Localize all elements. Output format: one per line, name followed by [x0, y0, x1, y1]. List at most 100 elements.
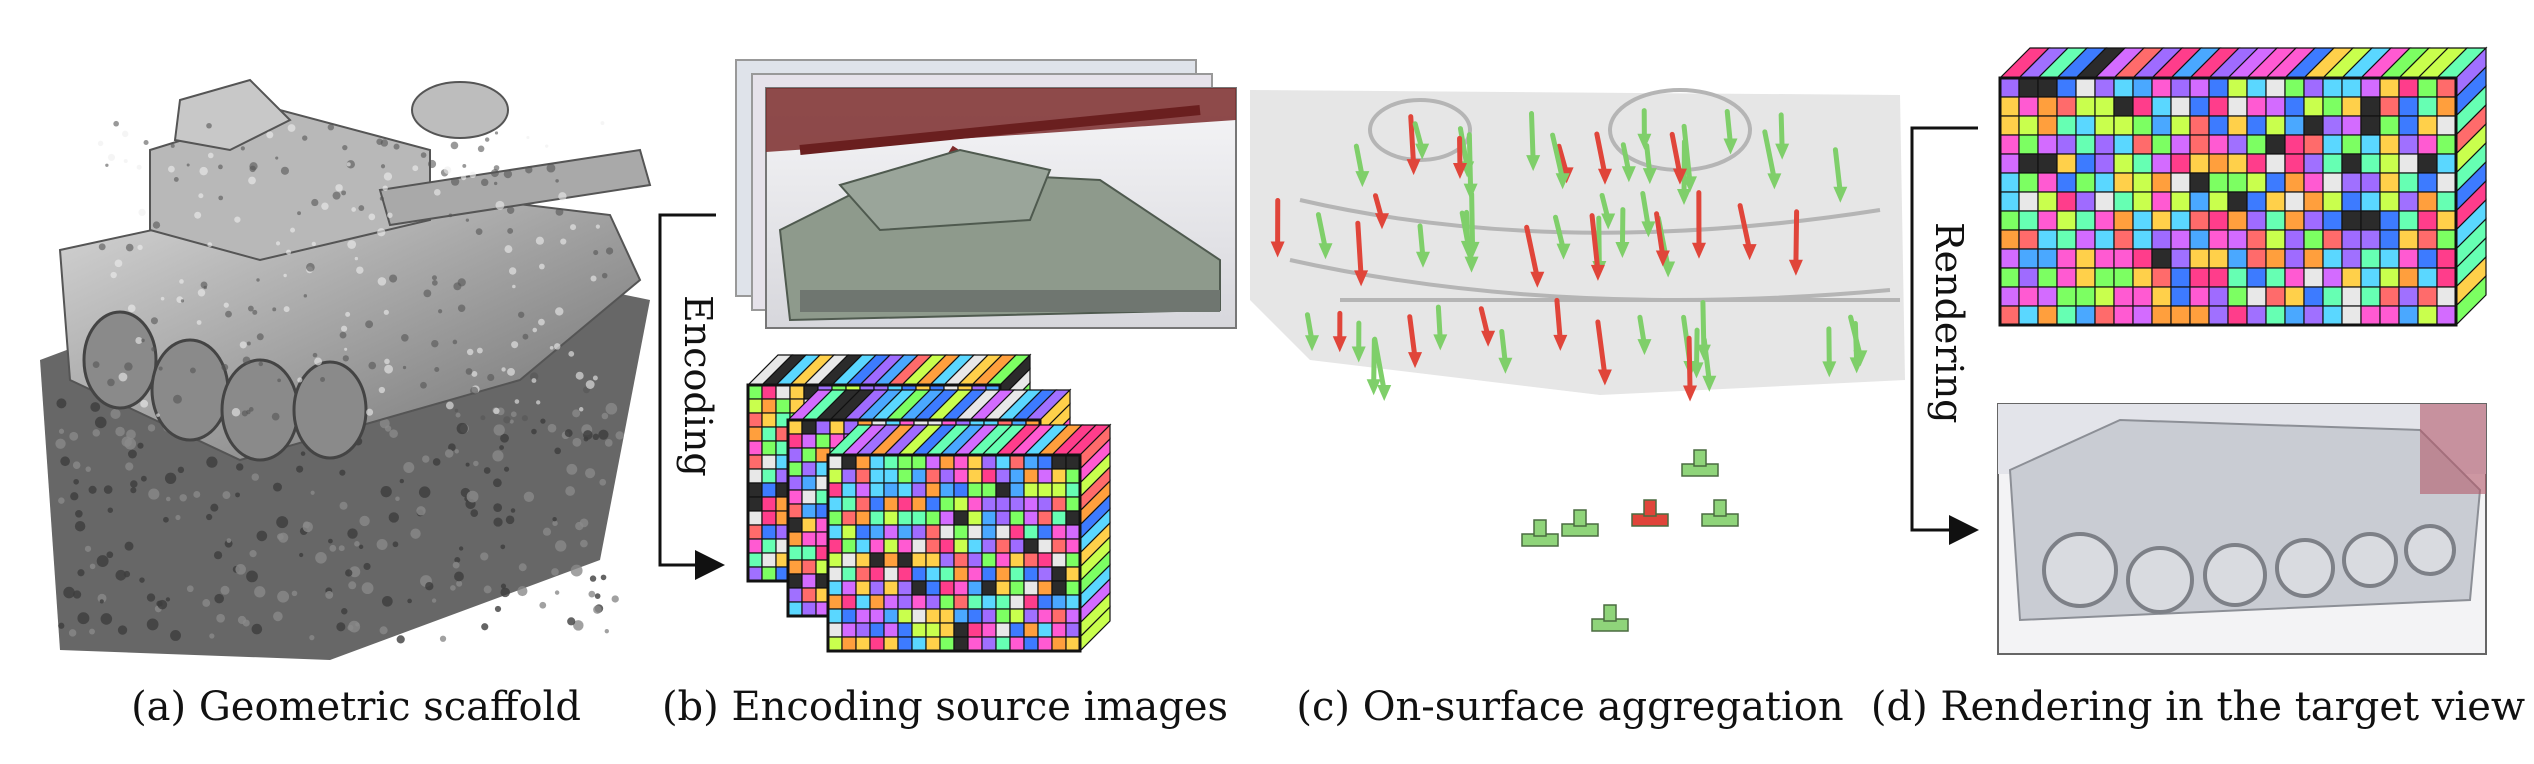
surface-arrow: [1407, 314, 1418, 361]
surface-arrow: [1793, 209, 1800, 269]
surface-arrow-head: [1270, 241, 1285, 258]
scaffold-ground-texture: [55, 398, 624, 644]
surface-arrow-head: [1742, 244, 1757, 261]
surface-arrow-head: [1415, 251, 1430, 268]
surface-arrow-head: [1408, 352, 1423, 369]
target-feature-volume: [1998, 46, 2488, 327]
surface-arrow-head: [1642, 168, 1657, 185]
surface-arrow-head: [1465, 241, 1480, 258]
surface-arrow-head: [1655, 250, 1670, 267]
encoding-arrow: [658, 213, 725, 580]
surface-arrow-head: [1641, 221, 1656, 238]
target-feature-cube: [1998, 46, 2488, 327]
encoded-feature-maps: [746, 353, 1112, 653]
surface-arrow-head: [1788, 259, 1803, 276]
surface-arrow-head: [1406, 159, 1421, 176]
scaffold-surface-texture: [92, 120, 614, 424]
surface-arrow-head: [1822, 361, 1837, 378]
surface-arrow-head: [1833, 186, 1848, 203]
caption-panel-a: (a) Geometric scaffold: [131, 684, 581, 730]
surface-arrow: [1681, 123, 1693, 185]
surface-arrow: [1686, 335, 1693, 394]
surface-arrow: [1852, 320, 1860, 366]
surface-arrow: [1550, 132, 1566, 182]
surface-arrow: [1596, 215, 1602, 270]
surface-arrow-head: [1318, 243, 1333, 260]
source-image-stack: [735, 59, 1237, 329]
surface-arrow-head: [1723, 138, 1738, 155]
scaffold-tank-searchlight: [411, 81, 509, 139]
surface-arrow-head: [1677, 188, 1692, 205]
surface-arrow-head: [1702, 375, 1717, 392]
surface-arrow-head: [1597, 168, 1612, 185]
surface-arrow-head: [1366, 379, 1381, 396]
scaffold-tank-cupola: [173, 78, 292, 152]
surface-arrow: [1701, 337, 1712, 385]
surface-arrow-head: [1452, 162, 1467, 179]
surface-arrow-head: [1377, 384, 1392, 401]
panel-c-aggregation: [1250, 88, 1905, 632]
surface-arrow-head: [1305, 335, 1320, 352]
surface-arrow: [1594, 131, 1608, 178]
surface-arrow-head: [1481, 330, 1496, 347]
aggregation-surface-detail: [1289, 88, 1900, 302]
surface-arrow: [1669, 131, 1683, 178]
surface-arrow: [1694, 327, 1700, 371]
surface-arrow-head: [1526, 155, 1541, 172]
surface-arrow-head: [1621, 166, 1636, 183]
surface-arrow: [1554, 297, 1563, 344]
surface-arrow-head: [1464, 256, 1479, 273]
surface-arrow: [1355, 220, 1364, 279]
scaffold-tank-barrel: [378, 148, 652, 227]
surface-arrow: [1529, 111, 1536, 164]
surface-arrow-head: [1683, 385, 1698, 402]
surface-arrow-head: [1661, 261, 1676, 278]
surface-arrow-head: [1553, 334, 1568, 351]
camera-gizmo: [1631, 499, 1669, 527]
surface-arrow-head: [1463, 183, 1478, 200]
surface-arrow: [1371, 337, 1377, 388]
surface-arrow: [1654, 211, 1666, 259]
surface-arrow-head: [1355, 171, 1370, 188]
surface-arrow: [1466, 132, 1474, 193]
panel-b-encoding: Encoding: [658, 59, 1237, 653]
surface-arrow-head: [1351, 346, 1366, 363]
panel-d-rendering: Rendering: [1910, 46, 2488, 655]
surface-arrow-head: [1637, 133, 1652, 150]
feature-map-front: [826, 423, 1112, 653]
surface-vector-field: [1270, 108, 1868, 402]
caption-panel-b: (b) Encoding source images: [662, 684, 1228, 730]
surface-arrow-head: [1615, 241, 1630, 258]
surface-arrow-head: [1530, 271, 1545, 288]
surface-arrow: [1469, 191, 1476, 251]
surface-arrow-head: [1556, 243, 1571, 260]
rendered-target-view: [1997, 403, 2487, 655]
surface-arrow-head: [1637, 339, 1652, 356]
surface-arrow: [1737, 203, 1753, 253]
surface-arrow-head: [1691, 242, 1706, 259]
camera-gizmo: [1521, 519, 1559, 547]
rendering-arrow: [1910, 126, 1979, 545]
surface-arrow: [1832, 147, 1843, 196]
surface-arrow: [1595, 319, 1608, 379]
surface-arrow-head: [1597, 369, 1612, 386]
surface-arrow-head: [1555, 173, 1570, 190]
panel-a-geometric-scaffold: [40, 78, 652, 660]
surface-arrow-head: [1354, 270, 1369, 287]
camera-gizmo: [1561, 509, 1599, 537]
surface-arrow-head: [1332, 336, 1347, 353]
encoding-label: Encoding: [676, 295, 720, 477]
surface-arrow-head: [1775, 143, 1790, 160]
surface-arrow: [1408, 114, 1417, 168]
surface-arrow-head: [1498, 357, 1513, 374]
surface-arrow-head: [1849, 357, 1864, 374]
rendering-label: Rendering: [1927, 222, 1971, 424]
surface-arrow: [1589, 213, 1601, 274]
camera-gizmos: [1521, 449, 1739, 632]
caption-panel-d: (d) Rendering in the target view: [1871, 684, 2525, 730]
camera-gizmo: [1591, 604, 1629, 632]
source-image-front: [765, 87, 1237, 329]
scaffold-tank-wheels: [82, 310, 368, 462]
surface-arrow-head: [1767, 173, 1782, 190]
